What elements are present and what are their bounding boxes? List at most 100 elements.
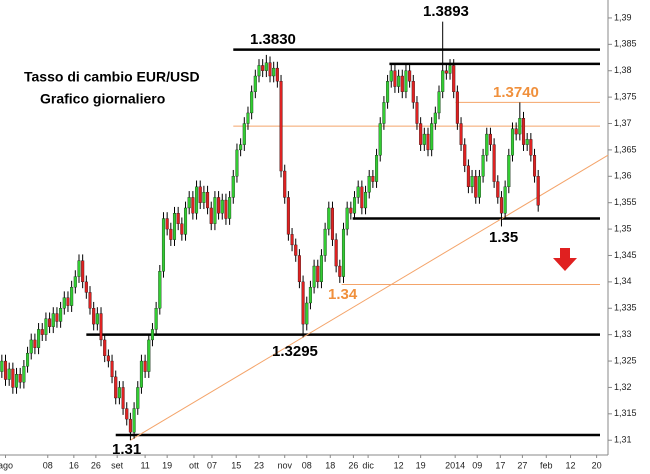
candle-body <box>334 239 338 267</box>
y-tick-label: 1,375 <box>614 91 637 101</box>
candle-body <box>477 176 481 198</box>
y-tick-label: 1,36 <box>614 171 632 181</box>
candle-body <box>81 260 85 283</box>
candle-body <box>510 128 515 156</box>
candle-body <box>301 281 305 325</box>
candle-body <box>239 144 243 151</box>
candle-body <box>367 176 371 193</box>
candle-body <box>103 339 107 356</box>
y-tick-label: 1,365 <box>614 144 637 154</box>
candle-body <box>415 102 419 124</box>
x-tick-label: 23 <box>254 460 264 470</box>
candle-body <box>455 91 459 124</box>
candle-body <box>341 228 346 277</box>
candle-body <box>154 308 158 330</box>
x-tick-label: 08 <box>302 460 312 470</box>
candle-body <box>161 218 166 272</box>
x-tick-label: 16 <box>69 460 79 470</box>
y-tick-label: 1,385 <box>614 39 637 49</box>
y-tick-label: 1,325 <box>614 355 637 365</box>
candle-body <box>165 218 169 230</box>
candle-body <box>470 176 474 188</box>
y-tick-label: 1,33 <box>614 329 632 339</box>
candle-body <box>224 199 228 219</box>
candle-body <box>422 133 426 145</box>
candle-body <box>220 199 224 214</box>
candle-body <box>132 408 136 433</box>
candle-body <box>253 75 257 92</box>
candle-body <box>345 207 349 230</box>
candle-body <box>261 65 265 71</box>
candle-body <box>139 360 143 388</box>
candle-body <box>84 281 88 293</box>
candle-body <box>117 387 121 399</box>
candle-body <box>444 70 448 74</box>
candle-body <box>0 360 4 372</box>
candle-body <box>77 260 81 277</box>
candle-body <box>11 368 15 388</box>
candle-body <box>150 329 154 341</box>
candle-body <box>499 197 503 214</box>
x-tick-label: 09 <box>472 460 482 470</box>
candle-body <box>437 91 441 114</box>
trend-line <box>130 154 609 441</box>
x-tick-label: feb <box>540 460 553 470</box>
candle-body <box>441 70 445 92</box>
candle-body <box>235 149 239 177</box>
candle-body <box>106 355 110 362</box>
candle-body <box>172 213 177 240</box>
x-tick-label: 18 <box>325 460 335 470</box>
candle-body <box>246 112 250 124</box>
x-tick-label: 12 <box>566 460 576 470</box>
chart-title: Tasso di cambio EUR/USD <box>24 69 200 85</box>
annotation: 1.34 <box>328 286 358 303</box>
candle-body <box>411 81 415 103</box>
candle-body <box>158 271 162 309</box>
candle-body <box>532 155 537 177</box>
x-tick-label: ott <box>189 460 200 470</box>
candle-body <box>195 186 199 214</box>
candle-body <box>397 75 401 87</box>
y-tick-label: 1,335 <box>614 303 637 313</box>
y-tick-label: 1,35 <box>614 223 632 233</box>
x-tick-label: 19 <box>416 460 426 470</box>
annotation: 1.31 <box>112 441 141 458</box>
candle-body <box>169 228 173 240</box>
candle-body <box>305 302 309 325</box>
y-tick-label: 1,39 <box>614 12 632 22</box>
candle-body <box>37 329 41 348</box>
candle-body <box>180 223 184 235</box>
candle-body <box>176 213 180 224</box>
candle-body <box>521 118 526 145</box>
candle-body <box>209 207 213 224</box>
x-tick-label: 07 <box>207 460 217 470</box>
candle-body <box>264 62 268 71</box>
candle-body <box>389 70 393 82</box>
candle-body <box>404 70 408 92</box>
down-arrow <box>553 248 577 271</box>
candle-body <box>356 186 360 198</box>
y-tick-label: 1,345 <box>614 250 637 260</box>
candle-body <box>70 286 74 306</box>
candle-body <box>62 297 66 309</box>
candle-body <box>213 197 217 224</box>
candle-body <box>279 81 283 172</box>
x-tick-label: 2014 <box>445 460 465 470</box>
candle-body <box>371 176 375 182</box>
candle-body <box>187 197 191 209</box>
x-tick-label: 17 <box>495 460 505 470</box>
candle-body <box>99 313 103 341</box>
candle-body <box>338 265 342 277</box>
candle-body <box>48 318 52 327</box>
candle-body <box>507 155 511 188</box>
candle-body <box>514 128 518 135</box>
candle-body <box>503 186 507 214</box>
candle-body <box>463 144 467 166</box>
candle-body <box>286 197 290 235</box>
candle-body <box>308 286 312 304</box>
x-tick-label: ago <box>0 460 13 470</box>
candle-body <box>448 65 452 74</box>
x-tick-label: 12 <box>394 460 404 470</box>
candle-body <box>44 318 48 335</box>
